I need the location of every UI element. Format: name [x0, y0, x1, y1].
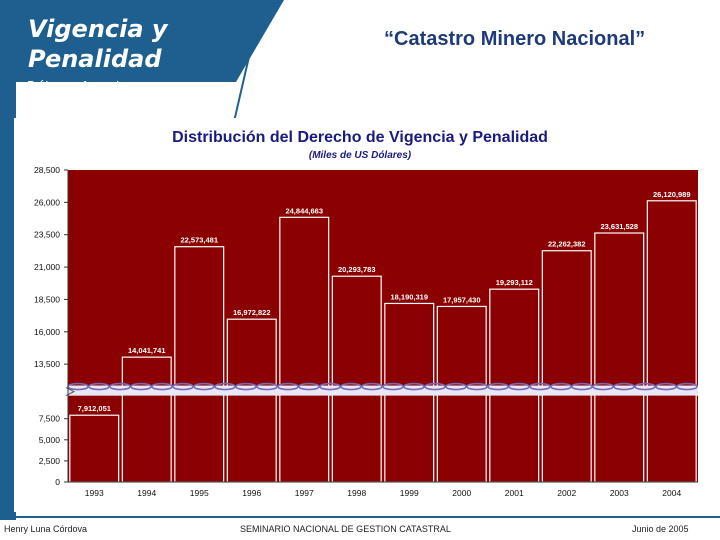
x-tick-label: 2004 [662, 488, 681, 498]
x-tick-label: 2002 [557, 488, 576, 498]
bar [69, 414, 120, 483]
axis-break-wave [340, 382, 362, 391]
axis-break-wave [550, 382, 572, 391]
axis-break-wave [151, 382, 173, 391]
axis-break-wave [655, 382, 677, 391]
bar-value-label: 23,631,528 [600, 222, 638, 231]
bar [331, 275, 382, 483]
axis-break-wave [193, 382, 215, 391]
x-tick-label: 1996 [242, 488, 261, 498]
chart-frame: Distribución del Derecho de Vigencia y P… [14, 118, 706, 512]
footer-date: Junio de 2005 [632, 524, 689, 534]
x-tick-label: 2003 [610, 488, 629, 498]
axis-break-wave [130, 382, 152, 391]
axis-break-wave [634, 382, 656, 391]
x-tick-label: 1994 [137, 488, 156, 498]
axis-break-wave [319, 382, 341, 391]
bar-value-label: 22,262,382 [548, 240, 586, 249]
chart-title: Distribución del Derecho de Vigencia y P… [172, 129, 548, 146]
bar-value-label: 17,957,430 [443, 295, 481, 304]
axis-break-wave [214, 382, 236, 391]
bar-value-label: 19,293,112 [496, 278, 533, 287]
axis-break-wave [109, 382, 131, 391]
y-tick-label: 0 [55, 477, 60, 487]
axis-break-marker [65, 387, 76, 397]
y-tick-label: 21,000 [34, 262, 60, 272]
bar-value-label: 24,844,663 [285, 206, 323, 215]
bar [121, 356, 172, 483]
y-tick-label: 13,500 [34, 359, 60, 369]
y-tick-label: 26,000 [34, 197, 60, 207]
axis-break-wave [676, 382, 698, 391]
header-panel [0, 0, 236, 82]
x-tick-label: 2001 [505, 488, 524, 498]
y-tick-label: 18,500 [34, 294, 60, 304]
left-accent-band [0, 0, 16, 520]
footer-bar [0, 516, 720, 518]
axis-break-wave [424, 382, 446, 391]
bar [541, 250, 592, 483]
axis-break-wave [256, 382, 278, 391]
y-tick-label: 2,500 [39, 456, 61, 466]
footer-author: Henry Luna Córdova [4, 524, 88, 534]
bar-value-label: 20,293,783 [338, 265, 376, 274]
axis-break-wave [277, 382, 299, 391]
x-tick-label: 1998 [347, 488, 366, 498]
axis-break-wave [529, 382, 551, 391]
axis-break-wave [613, 382, 635, 391]
axis-break-wave [382, 382, 404, 391]
bar-value-label: 18,190,319 [390, 292, 428, 301]
x-tick-label: 1995 [190, 488, 209, 498]
axis-break-overlay [68, 385, 698, 396]
axis-break-wave [592, 382, 614, 391]
y-tick-label: 16,000 [34, 327, 60, 337]
axis-break-wave [361, 382, 383, 391]
axis-break-wave [172, 382, 194, 391]
plot-area [68, 170, 698, 482]
bar [594, 232, 645, 483]
bar-value-label: 16,972,822 [233, 308, 271, 317]
footer-event: SEMINARIO NACIONAL DE GESTION CATASTRAL [240, 524, 451, 534]
bar [646, 200, 697, 483]
axis-break-wave [508, 382, 530, 391]
axis-break-wave [445, 382, 467, 391]
axis-break-wave [88, 382, 110, 391]
bar-chart: Distribución del Derecho de Vigencia y P… [34, 129, 698, 498]
axis-break-wave [403, 382, 425, 391]
bar-value-label: 26,120,989 [653, 190, 691, 199]
axis-break-wave [235, 382, 257, 391]
y-tick-label: 5,000 [39, 435, 61, 445]
x-tick-label: 2000 [452, 488, 471, 498]
bar-value-label: 14,041,741 [128, 346, 166, 355]
axis-break-wave [298, 382, 320, 391]
y-tick-label: 7,500 [39, 414, 61, 424]
page-title: Vigencia y Penalidad [28, 15, 168, 73]
bar [279, 216, 330, 483]
axis-break-wave [466, 382, 488, 391]
axis-break-wave [487, 382, 509, 391]
bar [174, 246, 225, 483]
x-tick-label: 1993 [85, 488, 104, 498]
bar [226, 318, 277, 483]
slide-heading: “Catastro Minero Nacional” [384, 28, 646, 50]
bar-value-label: 22,573,481 [180, 236, 218, 245]
page-subtitle: Dólares Americanos [26, 80, 157, 95]
y-tick-label: 23,500 [34, 230, 60, 240]
y-tick-label: 28,500 [34, 165, 60, 175]
chart-subtitle: (Miles de US Dólares) [309, 150, 412, 161]
axis-break-wave [571, 382, 593, 391]
x-tick-label: 1997 [295, 488, 314, 498]
bar-value-label: 7,912,051 [78, 404, 111, 413]
x-tick-label: 1999 [400, 488, 419, 498]
